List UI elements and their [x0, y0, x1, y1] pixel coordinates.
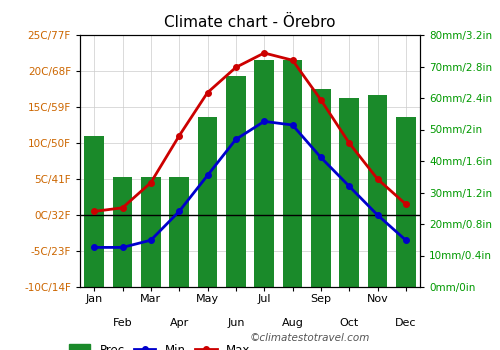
Text: Feb: Feb	[112, 317, 132, 328]
Text: ©climatestotravel.com: ©climatestotravel.com	[250, 333, 370, 343]
Bar	[198, 117, 218, 287]
Bar	[112, 177, 132, 287]
Bar	[339, 98, 359, 287]
Bar	[226, 76, 246, 287]
Bar	[311, 89, 331, 287]
Bar	[141, 177, 161, 287]
Text: Oct: Oct	[340, 317, 359, 328]
Bar	[368, 95, 388, 287]
Bar	[396, 117, 416, 287]
Text: Jun: Jun	[227, 317, 244, 328]
Bar	[254, 60, 274, 287]
Text: Dec: Dec	[395, 317, 416, 328]
Bar	[282, 60, 302, 287]
Text: Apr: Apr	[170, 317, 189, 328]
Legend: Prec, Min, Max: Prec, Min, Max	[69, 344, 250, 350]
Bar	[169, 177, 189, 287]
Bar	[84, 136, 104, 287]
Text: Aug: Aug	[282, 317, 304, 328]
Title: Climate chart - Örebro: Climate chart - Örebro	[164, 15, 336, 30]
